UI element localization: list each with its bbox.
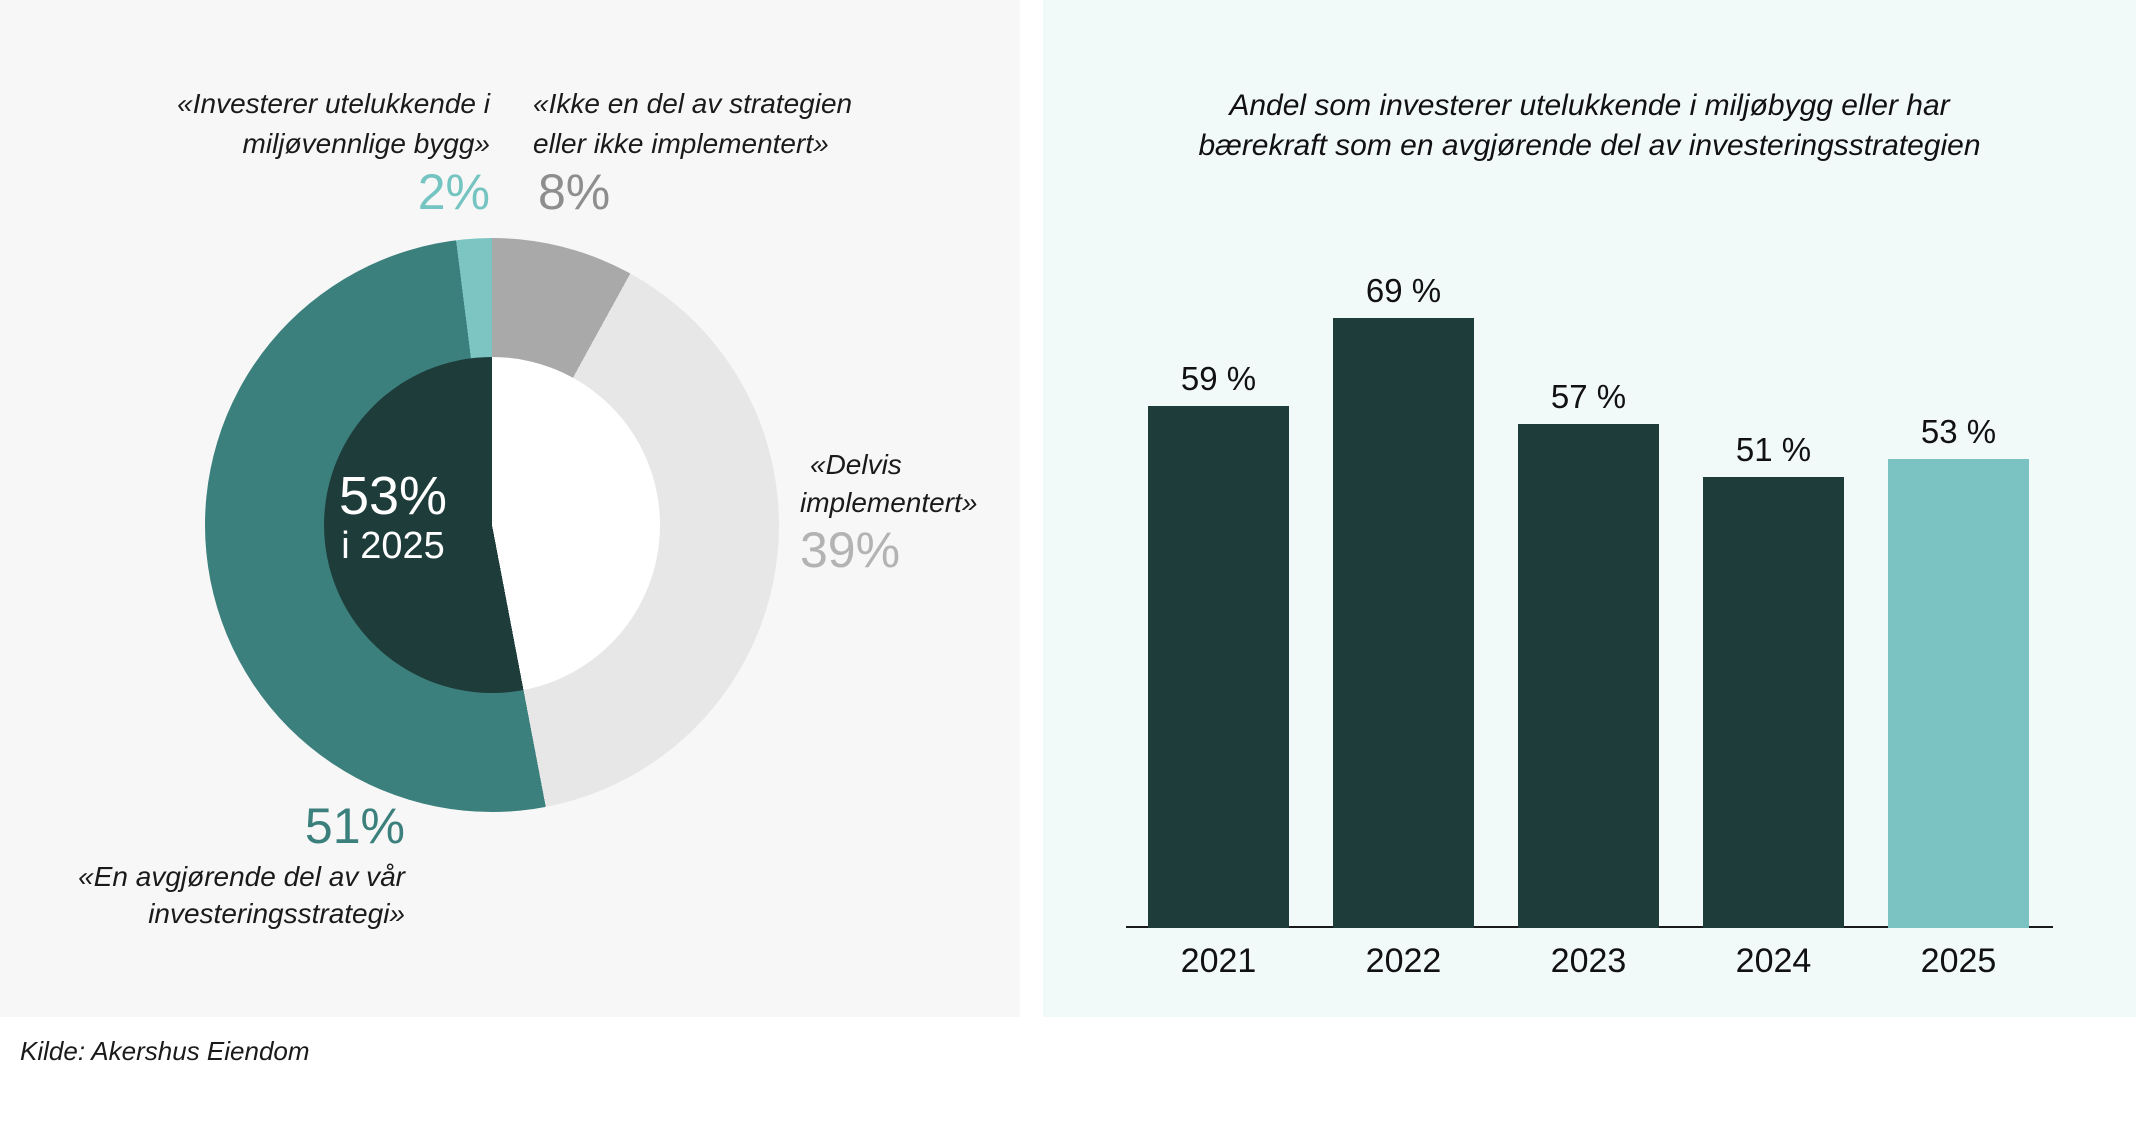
donut-center-caption: i 2025	[341, 525, 445, 567]
callout-partial-line2: implementert»	[800, 487, 978, 518]
callout-not-implemented-label: «Ikke en del av strategien eller ikke im…	[533, 84, 953, 164]
callout-not-implemented-pct: 8%	[538, 164, 611, 220]
callout-exclusive-label: «Investerer utelukkende i miljøvennlige …	[100, 84, 490, 164]
source-note: Kilde: Akershus Eiendom	[20, 1036, 310, 1066]
bar-chart-title-line2: bærekraft som en avgjørende del av inves…	[1198, 129, 1981, 162]
callout-exclusive-line1: «Investerer utelukkende i	[177, 88, 490, 119]
callout-partial-line1: «Delvis	[810, 449, 902, 480]
bar-chart-title: Andel som investerer utelukkende i miljø…	[1043, 86, 2136, 166]
donut-center-value: 53%	[338, 466, 448, 526]
donut-center-label: 53% i 2025	[288, 468, 498, 568]
callout-not-implemented-line2: eller ikke implementert»	[533, 128, 829, 159]
donut-inner	[324, 357, 660, 693]
callout-decisive-line1: «En avgjørende del av vår	[78, 861, 405, 892]
callout-exclusive-line2: miljøvennlige bygg»	[242, 128, 490, 159]
callout-partial-label: «Delvis implementert»	[800, 446, 1060, 522]
callout-not-implemented-line1: «Ikke en del av strategien	[533, 88, 853, 119]
callout-exclusive-pct: 2%	[417, 164, 490, 220]
callout-decisive-pct: 51%	[304, 798, 405, 854]
callout-decisive-label: «En avgjørende del av vår investeringsst…	[10, 858, 405, 932]
bar-chart-title-line1: Andel som investerer utelukkende i miljø…	[1229, 89, 1950, 122]
callout-decisive-line2: investeringsstrategi»	[148, 898, 405, 929]
callout-partial-pct: 39%	[800, 522, 901, 578]
donut-left-panel: «Investerer utelukkende i miljøvennlige …	[0, 0, 1020, 1017]
